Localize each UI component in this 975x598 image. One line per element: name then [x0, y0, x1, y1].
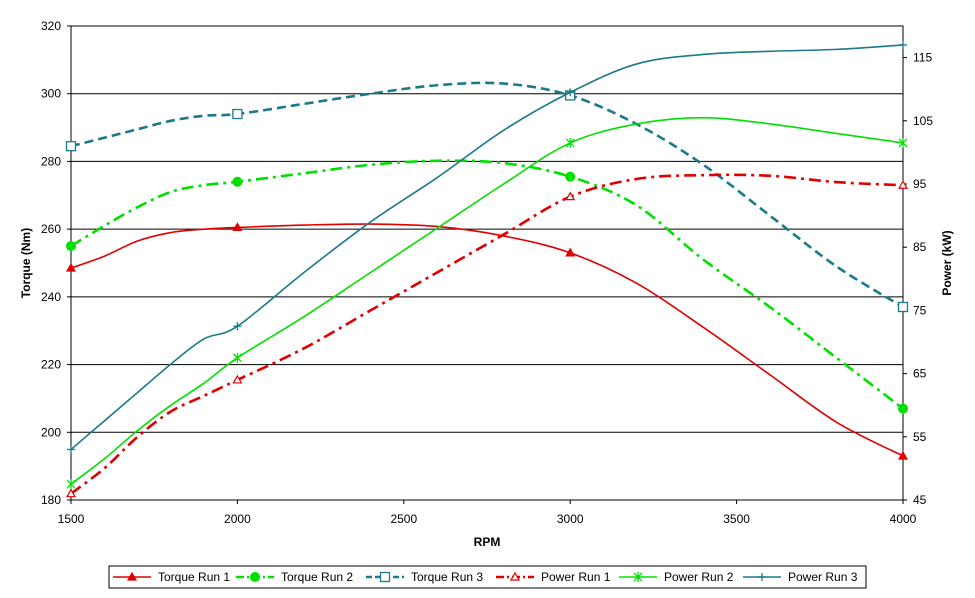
series-torque-run-1-marker — [897, 450, 909, 460]
series-power-run-3-marker — [67, 445, 75, 454]
series-torque-run-3-marker — [897, 301, 909, 313]
left-tick-label: 320 — [41, 19, 61, 33]
left-axis-title: Torque (Nm) — [19, 228, 33, 298]
x-tick-label: 1500 — [58, 512, 85, 526]
series-power-run-3 — [67, 40, 907, 454]
legend-torque-run-2-marker — [250, 572, 260, 582]
right-axis-ticks: 45 55 65 75 85 95 105 115 — [903, 51, 933, 507]
legend-torque-run-3-marker — [379, 571, 391, 583]
legend-label-power-run-1: Power Run 1 — [541, 570, 611, 584]
series-power-run-3-marker — [899, 40, 907, 49]
legend-box — [108, 565, 867, 589]
series-torque-run-1 — [65, 222, 909, 460]
legend-power-run-2-marker — [633, 572, 643, 582]
right-axis-title: Power (kW) — [940, 230, 954, 295]
left-axis-ticks: 180 200 220 240 260 280 300 320 — [41, 19, 71, 507]
series-torque-run-1-marker — [565, 247, 576, 257]
series-torque-run-2-marker — [232, 176, 243, 187]
series-torque-run-2-marker — [565, 171, 576, 182]
right-tick-label: 55 — [913, 430, 927, 444]
left-tick-label: 280 — [41, 154, 61, 168]
left-tick-label: 300 — [41, 87, 61, 101]
series-power-run-1-marker — [232, 374, 243, 384]
left-tick-label: 180 — [41, 493, 61, 507]
series-lines — [65, 40, 909, 498]
x-tick-label: 2500 — [390, 512, 417, 526]
legend-item-torque-run-3: Torque Run 3 — [366, 570, 483, 584]
series-torque-run-2 — [66, 159, 908, 414]
series-power-run-1 — [65, 173, 909, 498]
legend-power-run-3-marker — [758, 573, 766, 581]
series-power-run-3-marker — [566, 88, 575, 97]
series-line-power-run-1 — [70, 173, 904, 495]
left-tick-label: 260 — [41, 222, 61, 236]
series-line-torque-run-3 — [70, 81, 904, 309]
series-power-run-2-marker — [232, 352, 242, 363]
legend-item-power-run-2: Power Run 2 — [619, 570, 734, 584]
series-power-run-2 — [66, 116, 908, 490]
x-tick-label: 2000 — [224, 512, 251, 526]
left-tick-label: 200 — [41, 425, 61, 439]
series-torque-run-1-marker — [232, 222, 243, 232]
left-tick-label: 240 — [41, 290, 61, 304]
legend-item-power-run-1: Power Run 1 — [496, 570, 611, 584]
right-tick-label: 85 — [913, 240, 927, 254]
series-torque-run-3-marker — [232, 108, 243, 120]
legend-item-torque-run-2: Torque Run 2 — [236, 570, 353, 584]
legend-torque-run-1-marker — [126, 571, 138, 581]
legend-label-torque-run-3: Torque Run 3 — [411, 570, 483, 584]
right-tick-label: 75 — [913, 303, 927, 317]
right-tick-label: 105 — [913, 114, 933, 128]
series-torque-run-2-marker — [898, 403, 908, 414]
series-line-torque-run-1 — [70, 223, 904, 457]
series-torque-run-3-marker — [65, 141, 77, 152]
x-axis-ticks: 1500 2000 2500 3000 3500 4000 — [58, 500, 917, 526]
x-tick-label: 4000 — [890, 512, 917, 526]
x-axis-title: RPM — [474, 535, 501, 549]
x-tick-label: 3000 — [557, 512, 584, 526]
legend-item-torque-run-1: Torque Run 1 — [113, 570, 230, 584]
legend-power-run-1-marker — [509, 571, 521, 581]
legend-item-power-run-3: Power Run 3 — [743, 570, 858, 584]
right-tick-label: 115 — [913, 51, 932, 65]
legend-label-power-run-3: Power Run 3 — [788, 570, 858, 584]
right-tick-label: 95 — [913, 177, 927, 191]
legend-label-torque-run-2: Torque Run 2 — [281, 570, 353, 584]
legend-label-power-run-2: Power Run 2 — [664, 570, 734, 584]
x-tick-label: 3500 — [723, 512, 750, 526]
series-power-run-1-marker — [565, 191, 576, 201]
series-power-run-3-marker — [233, 322, 242, 331]
series-torque-run-1-marker — [65, 262, 77, 272]
legend-label-torque-run-1: Torque Run 1 — [158, 570, 230, 584]
left-tick-label: 220 — [41, 358, 61, 372]
series-line-power-run-2 — [70, 116, 904, 485]
right-tick-label: 45 — [913, 493, 927, 507]
series-power-run-2-marker — [565, 137, 575, 148]
right-tick-label: 65 — [913, 367, 927, 381]
series-power-run-2-marker — [66, 479, 76, 490]
series-line-torque-run-2 — [70, 159, 904, 410]
series-line-power-run-3 — [70, 44, 904, 451]
legend: Torque Run 1 Torque Run 2 Torque Run 3 Powe… — [108, 565, 867, 589]
series-power-run-1-marker — [65, 488, 77, 498]
series-power-run-1-marker — [897, 180, 909, 189]
series-torque-run-2-marker — [66, 241, 76, 252]
series-power-run-2-marker — [898, 137, 908, 148]
